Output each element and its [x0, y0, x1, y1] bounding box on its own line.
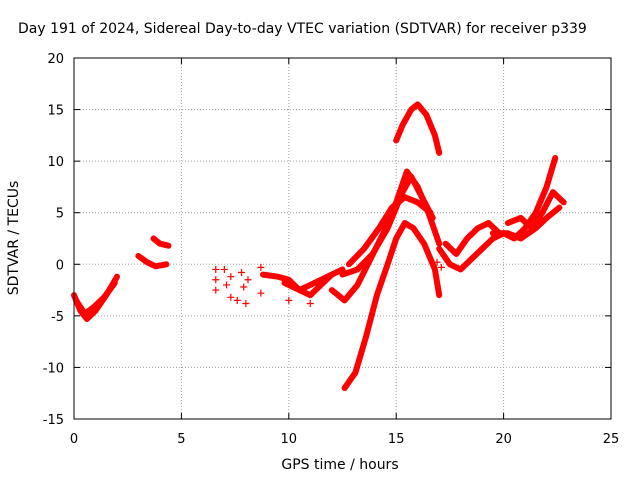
plus-marker — [257, 263, 265, 271]
x-tick-label: 10 — [281, 432, 298, 447]
plus-marker — [242, 299, 250, 307]
series-arc-17-20b — [442, 220, 503, 257]
plus-marker — [212, 276, 220, 284]
plus-marker — [227, 293, 235, 301]
plus-marker — [257, 289, 265, 297]
series-arc-crest-b — [339, 173, 436, 278]
x-axis-label: GPS time / hours — [281, 457, 398, 473]
x-tick-label: 0 — [70, 432, 78, 447]
series-arc-low-rise — [341, 220, 443, 392]
x-tick-label: 5 — [177, 432, 185, 447]
y-tick-label: 20 — [47, 52, 64, 67]
series-arc-early-b — [73, 279, 118, 317]
series-arc-3-4b — [150, 235, 172, 249]
series-arc-10-12b — [281, 266, 346, 294]
plus-marker — [244, 276, 252, 284]
chart-title: Day 191 of 2024, Sidereal Day-to-day VTE… — [18, 21, 587, 37]
plus-marker — [238, 269, 246, 277]
plus-marker — [306, 299, 314, 307]
plot-frame — [73, 57, 612, 420]
grid — [74, 58, 611, 419]
series-arc-crest-c — [345, 194, 434, 268]
series-arc-20-23b — [504, 189, 567, 232]
y-tick-label: 5 — [56, 207, 64, 222]
y-tick-label: -15 — [43, 413, 64, 428]
y-tick-label: -5 — [51, 310, 64, 325]
plus-marker — [223, 281, 231, 289]
marker-layer — [212, 258, 445, 307]
series-arc-20-23c — [489, 204, 563, 242]
plus-marker — [212, 286, 220, 294]
plus-marker — [433, 258, 441, 266]
y-tick-label: 0 — [56, 258, 64, 273]
x-tick-label: 20 — [495, 432, 512, 447]
plus-marker — [220, 265, 228, 273]
y-tick-label: 10 — [47, 155, 64, 170]
y-tick-label: 15 — [47, 104, 64, 119]
plus-marker — [227, 273, 235, 281]
series-layer — [71, 101, 567, 392]
plus-marker — [233, 296, 241, 304]
series-arc-3-4a — [135, 253, 170, 270]
plus-marker — [285, 296, 293, 304]
y-tick-label: -10 — [43, 361, 64, 376]
x-axis: 0 5 10 15 20 25 — [70, 58, 619, 447]
plus-marker — [212, 265, 220, 273]
series-arc-17-20a — [436, 230, 507, 273]
x-tick-label: 15 — [388, 432, 405, 447]
y-axis-label: SDTVAR / TECUs — [6, 181, 22, 296]
y-axis: -15 -10 -5 0 5 10 15 20 — [43, 52, 611, 428]
series-arc-peak — [393, 101, 443, 156]
plus-marker — [437, 263, 445, 271]
x-tick-label: 25 — [603, 432, 620, 447]
plus-marker — [240, 283, 248, 291]
